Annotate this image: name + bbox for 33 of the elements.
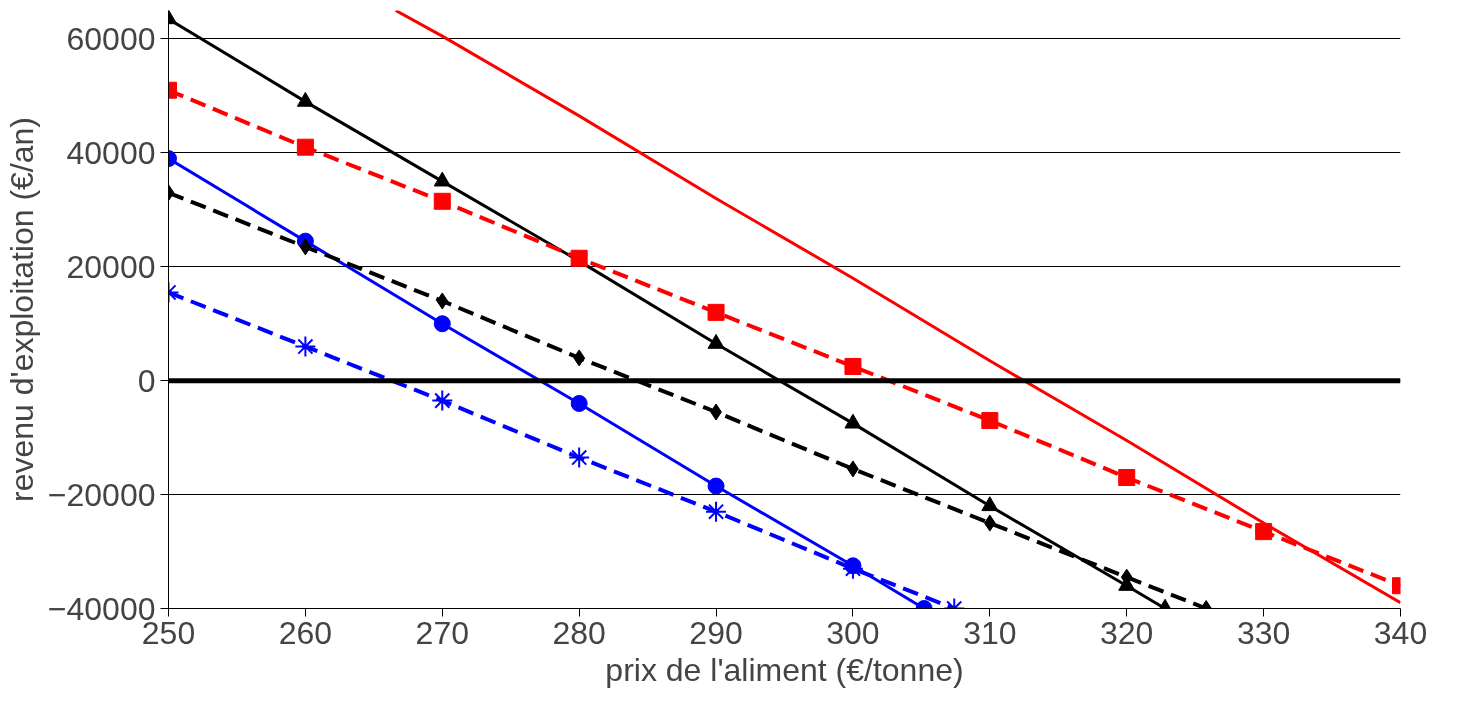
x-tick-label: 280 <box>552 614 606 651</box>
y-tick-label: 60000 <box>66 20 156 57</box>
point <box>707 303 725 321</box>
y-tick-label: 0 <box>137 362 156 399</box>
point <box>844 357 862 375</box>
point <box>1118 469 1136 487</box>
x-tick-label: 340 <box>1373 614 1428 651</box>
point <box>433 192 451 210</box>
point <box>1255 523 1273 541</box>
x-tick-label: 320 <box>1100 614 1154 651</box>
point <box>981 412 999 430</box>
x-tick-label: 270 <box>415 614 469 651</box>
point <box>431 389 454 412</box>
point <box>705 500 728 523</box>
point <box>436 292 449 310</box>
point <box>707 477 725 495</box>
x-tick-label: 330 <box>1236 614 1291 651</box>
y-axis-title: revenu d'exploitation (€/an) <box>3 116 40 503</box>
point <box>294 335 317 358</box>
x-axis-title: prix de l'aliment (€/tonne) <box>605 651 964 688</box>
point <box>433 315 451 333</box>
x-tick-label: 310 <box>963 614 1017 651</box>
point <box>570 394 588 412</box>
x-tick-label: 300 <box>826 614 880 651</box>
y-tick-label: 20000 <box>66 248 156 285</box>
y-tick-label: 40000 <box>66 134 156 171</box>
x-tick-label: 260 <box>278 614 333 651</box>
point <box>568 446 591 469</box>
point <box>299 238 312 256</box>
y-tick-label: −20000 <box>47 476 156 513</box>
x-tick-label: 290 <box>689 614 743 651</box>
point <box>296 138 314 156</box>
point <box>841 557 864 580</box>
